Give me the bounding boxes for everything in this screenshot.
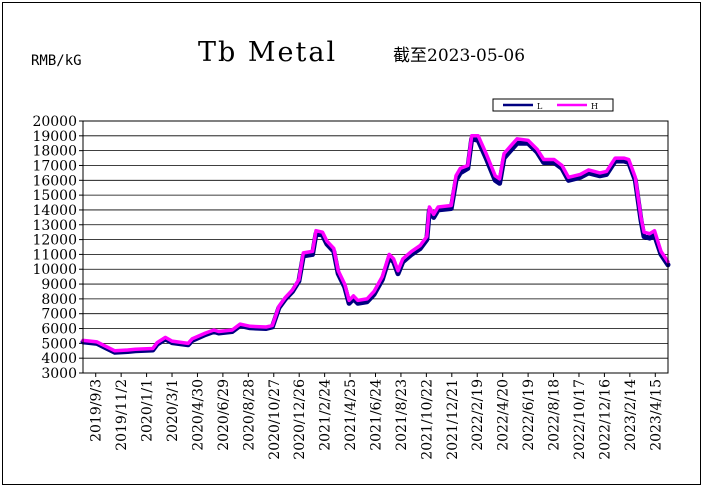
x-tick-label: 2021/6/24 <box>369 379 385 451</box>
legend-box <box>492 98 614 112</box>
x-tick-label: 2022/4/20 <box>496 379 512 451</box>
x-tick-label: 2022/10/17 <box>572 379 588 460</box>
legend-label-H: H <box>591 102 598 111</box>
x-axis-ticks: 2019/9/3 2019/11/2 2020/1/1 2020/3/1 2020/4/… <box>89 373 664 460</box>
y-tick-label: 19000 <box>32 129 77 145</box>
y-tick-label: 18000 <box>32 144 77 160</box>
plot-border <box>82 120 669 374</box>
y-tick-label: 7000 <box>41 307 77 323</box>
y-tick-label: 17000 <box>32 158 77 174</box>
y-tick-label: 12000 <box>32 233 77 249</box>
x-tick-label: 2020/6/29 <box>216 379 232 451</box>
y-tick-label: 4000 <box>41 351 77 367</box>
y-tick-label: 14000 <box>32 203 77 219</box>
grid-lines <box>83 120 668 374</box>
y-tick-label: 10000 <box>32 262 77 278</box>
x-tick-label: 2022/12/16 <box>597 379 613 460</box>
x-tick-label: 2022/6/19 <box>521 379 537 451</box>
chart-frame: Tb Metal 截至2023-05-06 RMB/kG 3000 4000 500… <box>2 2 701 485</box>
y-tick-label: 11000 <box>32 247 77 263</box>
x-tick-label: 2021/4/25 <box>343 379 359 451</box>
y-tick-label: 8000 <box>41 292 77 308</box>
series-line-L <box>80 136 671 355</box>
x-tick-label: 2020/8/28 <box>241 379 257 451</box>
x-tick-label: 2020/10/27 <box>267 379 283 460</box>
x-tick-label: 2021/10/22 <box>419 379 435 460</box>
legend-label-L: L <box>537 102 543 111</box>
y-tick-label: 3000 <box>41 366 77 382</box>
x-tick-label: 2019/11/2 <box>114 379 130 451</box>
x-tick-label: 2021/2/24 <box>318 379 334 451</box>
y-tick-label: 5000 <box>41 336 77 352</box>
x-tick-label: 2022/8/18 <box>547 379 563 451</box>
series-line-H <box>81 134 670 353</box>
y-tick-label: 6000 <box>41 322 77 338</box>
y-tick-label: 20000 <box>32 114 77 130</box>
x-tick-label: 2022/2/19 <box>470 379 486 451</box>
x-tick-label: 2020/4/30 <box>190 379 206 451</box>
x-tick-label: 2021/8/23 <box>394 379 410 451</box>
x-tick-label: 2020/3/1 <box>165 379 181 442</box>
x-tick-label: 2023/2/14 <box>623 379 639 451</box>
series-layer <box>80 134 671 355</box>
chart-svg: Tb Metal 截至2023-05-06 RMB/kG 30004000500… <box>31 37 671 460</box>
x-tick-label: 2023/4/15 <box>648 379 664 451</box>
y-axis-ticks: 3000400050006000700080009000100001100012… <box>32 114 83 382</box>
y-tick-label: 16000 <box>32 173 77 189</box>
chart-subtitle: 截至2023-05-06 <box>393 46 525 66</box>
x-tick-label: 2019/9/3 <box>89 379 105 442</box>
y-tick-label: 9000 <box>41 277 77 293</box>
x-tick-label: 2020/12/26 <box>292 379 308 460</box>
y-tick-label: 15000 <box>32 188 77 204</box>
chart-title: Tb Metal <box>198 37 337 68</box>
y-tick-label: 13000 <box>32 218 77 234</box>
x-tick-label: 2020/1/1 <box>140 379 156 442</box>
x-tick-label: 2021/12/21 <box>445 379 461 460</box>
y-axis-label: RMB/kG <box>31 53 82 69</box>
